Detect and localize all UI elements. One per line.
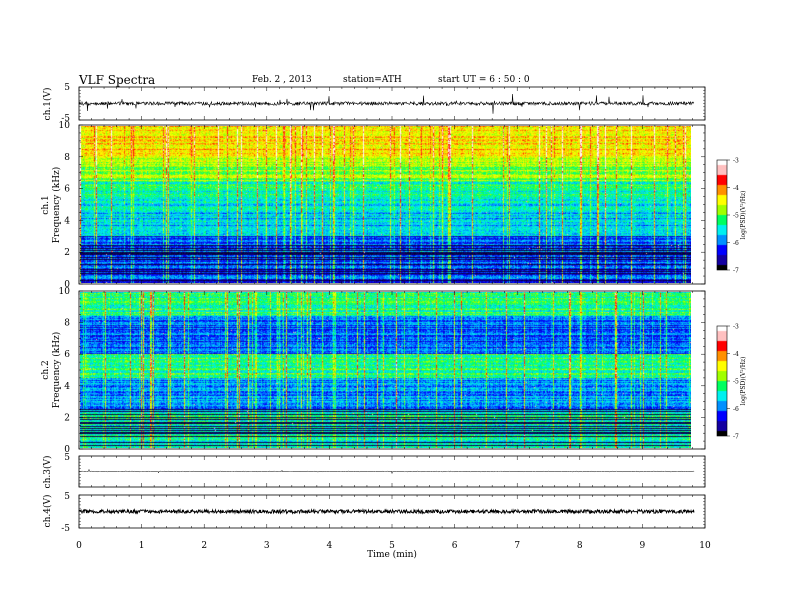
ch1-ytick-top: 5 [64,83,70,93]
ch3-waveform-ylabel: ch.3(V) [42,456,53,489]
ch1-waveform-ylabel: ch.1(V) [42,88,53,121]
ch3-waveform-trace [78,468,695,474]
x-tick-label: 7 [514,541,520,551]
ch2-spectrogram-ylabel: Frequency (kHz) [51,332,62,409]
ch1-spectrogram-ylabel: Frequency (kHz) [51,167,62,244]
ch2-spectrogram-ytick-label: 0 [64,445,70,455]
ch1-spectrogram-ytick-label: 2 [64,248,70,258]
ch2-colorbar [717,326,727,436]
ch1-spectrogram-ytick-label: 4 [64,216,70,226]
ch1-spectrogram-ytick-label: 6 [64,185,70,195]
ch1-colorbar-tick-label: -4 [733,185,739,192]
x-tick-label: 4 [327,541,333,551]
date-label: Feb. 2 , 2013 [252,75,312,85]
x-tick-label: 8 [577,541,583,551]
ch1-ytick-bottom: -5 [61,114,70,124]
station-label: station=ATH [343,75,402,85]
ch2-colorbar-tick-label: -4 [733,351,739,358]
ch1-colorbar [717,160,727,270]
ch2-colorbar-tick-label: -5 [733,379,739,386]
ch2-colorbar-label: log(PSD)(V²/Hz) [740,357,747,406]
ch3-ytick-top: 5 [64,453,70,463]
ch2-spectrogram-ytick-label: 2 [64,413,70,423]
ch2-spectrogram-image [80,292,691,448]
x-tick-label: 0 [76,541,82,551]
ch2-spectrogram-ytick-label: 10 [59,287,71,297]
ch2-colorbar-tick-label: -7 [733,434,739,441]
ch4-ytick-top: 5 [64,492,70,502]
ch1-colorbar-tick-label: -3 [733,158,739,165]
ch1-waveform-trace [78,93,695,114]
ch4-ytick-bottom: -5 [61,524,70,534]
ch1-colorbar-tick-label: -5 [733,213,739,220]
x-tick-label: 3 [264,541,270,551]
figure-title: VLF Spectra [78,73,155,87]
ch2-spectrogram-ytick-label: 8 [64,319,70,329]
ch2-spectrogram-channel-label: ch.2 [41,360,51,379]
ch1-spectrogram-image [80,126,691,283]
ch1-spectrogram-ytick-label: 0 [64,280,70,290]
x-tick-label: 10 [699,541,711,551]
ch4-waveform-ylabel: ch.4(V) [42,495,53,528]
x-tick-label: 6 [452,541,458,551]
x-tick-label: 2 [201,541,207,551]
ch1-spectrogram-ytick-label: 10 [59,121,71,131]
ch2-colorbar-tick-label: -3 [733,324,739,331]
ch1-spectrogram-channel-label: ch.1 [41,195,51,214]
x-tick-label: 9 [640,541,646,551]
x-axis-label: Time (min) [367,549,417,560]
ch1-colorbar-tick-label: -7 [733,268,739,275]
start-time-label: start UT = 6 : 50 : 0 [438,75,530,85]
ch2-spectrogram-ytick-label: 4 [64,382,70,392]
ch1-colorbar-tick-label: -6 [733,240,739,247]
x-tick-label: 1 [139,541,145,551]
ch1-spectrogram-ytick-label: 8 [64,153,70,163]
ch2-colorbar-tick-label: -6 [733,406,739,413]
x-tick-label: 5 [389,541,395,551]
ch2-spectrogram-ytick-label: 6 [64,350,70,360]
ch1-colorbar-label: log(PSD)(V²/Hz) [740,191,747,240]
ch4-waveform-trace [78,508,695,515]
